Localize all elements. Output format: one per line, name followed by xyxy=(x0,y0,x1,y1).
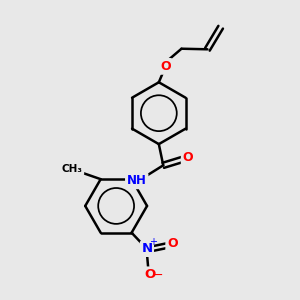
Text: +: + xyxy=(149,237,158,248)
Text: O: O xyxy=(183,151,193,164)
Text: N: N xyxy=(141,242,152,255)
Text: CH₃: CH₃ xyxy=(61,164,82,174)
Text: O: O xyxy=(167,237,178,250)
Text: O: O xyxy=(144,268,155,281)
Text: O: O xyxy=(160,60,171,73)
Text: NH: NH xyxy=(127,174,147,188)
Text: −: − xyxy=(153,269,163,282)
